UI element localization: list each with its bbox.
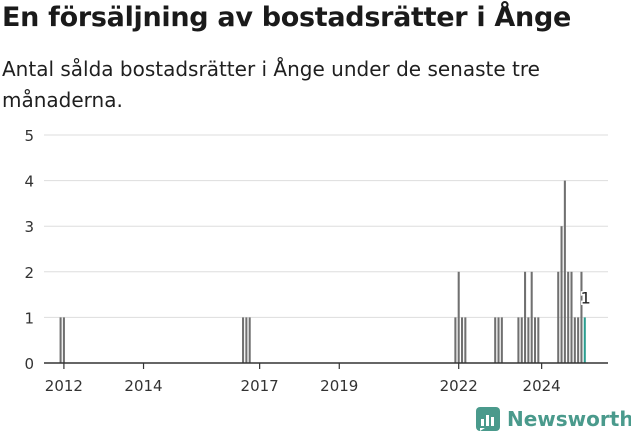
bar [580,271,583,363]
newsworthy-logo-icon [476,407,500,431]
x-tick-label: 2017 [241,377,279,395]
bar [537,317,540,363]
bar [248,317,251,363]
bar [520,317,523,363]
x-tick-label: 2024 [523,377,561,395]
bar [557,271,560,363]
bar [527,317,530,363]
y-tick-label: 1 [24,309,34,327]
bar [457,271,460,363]
bar [59,317,62,363]
y-tick-label: 2 [24,264,34,282]
bar [245,317,248,363]
bar [497,317,500,363]
bar [563,180,566,363]
highlight-value-label: 1 [581,288,591,307]
bar [62,317,65,363]
bar [517,317,520,363]
chart-subtitle: Antal sålda bostadsrätter i Ånge under d… [2,57,540,112]
bar [460,317,464,363]
bar [567,271,570,363]
x-tick-label: 2014 [124,377,162,395]
y-tick-label: 5 [24,127,34,145]
bar [530,271,533,363]
bar [494,317,497,363]
bar [242,317,245,363]
bar [573,317,576,363]
x-tick-label: 2012 [45,377,83,395]
bar [500,317,503,363]
x-tick-label: 2022 [440,377,478,395]
bar [533,317,537,363]
bar [577,317,580,363]
bar [454,317,457,363]
newsworthy-logo: Newsworthy [476,407,631,431]
y-tick-label: 0 [24,355,34,373]
y-tick-label: 4 [24,173,34,191]
y-tick-label: 3 [24,218,34,236]
highlight-bar [583,317,586,363]
bar [464,317,467,363]
x-tick-label: 2019 [320,377,358,395]
bar [560,226,563,363]
bar [524,271,527,363]
bar-chart: 0 1 2 3 4 5 1 2012 2014 2017 2019 2022 2024 [24,127,608,395]
chart-title: En försäljning av bostadsrätter i Ånge [2,2,571,33]
newsworthy-brand-name: Newsworthy [507,407,631,431]
bar [570,271,573,363]
